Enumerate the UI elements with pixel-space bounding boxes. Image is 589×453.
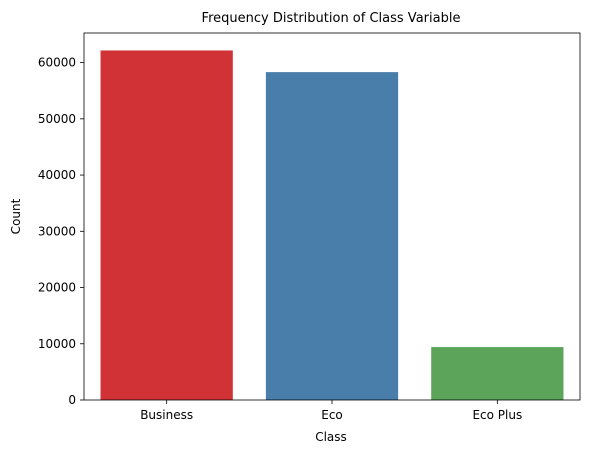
bars-group: [100, 50, 564, 400]
x-axis: Business Eco Eco Plus: [140, 400, 522, 422]
y-tick-label: 20000: [38, 281, 76, 295]
y-tick-label: 30000: [38, 224, 76, 238]
y-tick-label: 50000: [38, 112, 76, 126]
x-axis-label: Class: [315, 430, 347, 444]
x-tick-label: Business: [140, 408, 193, 422]
x-tick-label: Eco: [321, 408, 343, 422]
y-axis-label: Count: [9, 198, 23, 234]
plot-frame: [83, 32, 581, 401]
x-tick-label: Eco Plus: [472, 408, 522, 422]
y-tick-label: 40000: [38, 168, 76, 182]
y-tick-label: 10000: [38, 337, 76, 351]
y-tick-label: 0: [68, 393, 76, 407]
y-axis: 0 10000 20000 30000 40000 50000 60000: [38, 56, 84, 407]
chart-title: Frequency Distribution of Class Variable: [202, 11, 461, 26]
bar-business: [100, 50, 233, 400]
bar-eco: [265, 72, 399, 400]
bar-eco-plus: [431, 347, 564, 400]
y-tick-label: 60000: [38, 56, 76, 70]
